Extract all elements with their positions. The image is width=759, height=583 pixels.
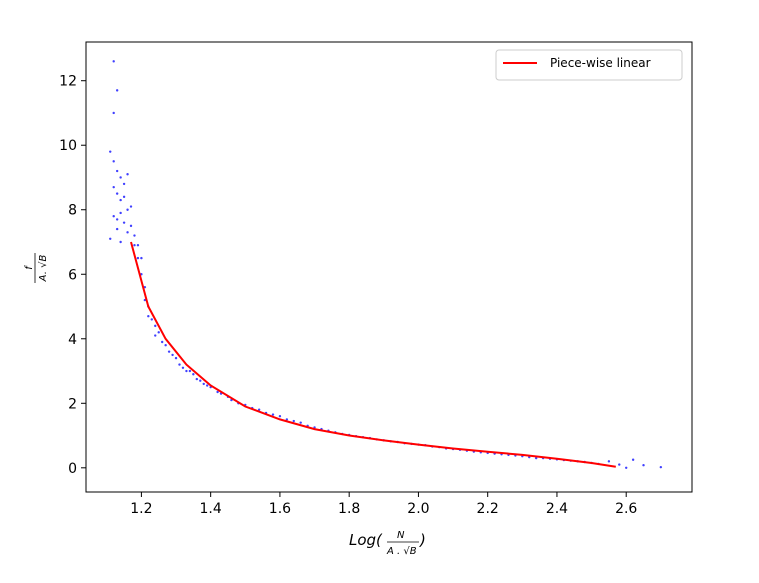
legend: Piece-wise linear [495, 49, 683, 81]
scatter-point [188, 369, 192, 373]
scatter-point [112, 214, 115, 218]
scatter-point [109, 237, 112, 240]
scatter-point [112, 111, 115, 115]
scatter-point [181, 366, 185, 370]
scatter-point [178, 363, 181, 366]
scatter-point [136, 256, 140, 260]
scatter-point [115, 169, 119, 173]
y-label-denominator: A. √B [38, 255, 49, 283]
scatter-point [299, 421, 302, 424]
scatter-point [257, 408, 261, 411]
scatter-point [206, 384, 209, 387]
scatter-point [171, 353, 174, 357]
scatter-point [112, 185, 115, 189]
plot-area [86, 42, 692, 492]
x-axis-label: Log( N A . √B ) [349, 530, 426, 557]
scatter-point [112, 160, 115, 163]
scatter-point [185, 369, 188, 373]
y-label-numerator: f [24, 265, 35, 270]
x-label-close: ) [419, 531, 426, 549]
scatter-point [625, 466, 628, 470]
scatter-point [122, 221, 126, 224]
scatter-point [659, 465, 663, 469]
x-tick-label: 2.6 [615, 501, 637, 517]
scatter-point [192, 373, 195, 376]
scatter-point [112, 60, 115, 63]
scatter-point [607, 460, 611, 463]
legend-box [495, 49, 683, 81]
scatter-point [150, 318, 153, 321]
scatter-point [129, 205, 133, 208]
scatter-point [154, 334, 157, 337]
scatter-point [292, 419, 295, 423]
scatter-point [109, 150, 112, 153]
piecewise-line-layer [130, 241, 616, 468]
x-axis-ticks: 1.2 1.4 1.6 1.8 2.0 2.2 2.4 2.6 [130, 492, 637, 517]
scatter-point [160, 340, 164, 344]
x-tick-label: 2.4 [546, 501, 568, 517]
scatter-point [126, 208, 129, 211]
scatter-point [119, 240, 122, 244]
y-tick-label: 6 [68, 267, 77, 283]
scatter-point [167, 350, 171, 353]
scatter-point [115, 192, 119, 195]
x-label-numerator: N [397, 530, 405, 541]
scatter-point [278, 414, 282, 418]
scatter-point [136, 244, 140, 247]
scatter-point [115, 218, 119, 221]
scatter-point [122, 195, 126, 199]
scatter-point [174, 356, 178, 360]
scatter-point [631, 458, 635, 461]
y-axis-ticks: 0 2 4 6 8 10 12 [59, 74, 86, 477]
plot-frame [85, 41, 693, 493]
y-tick-label: 12 [59, 74, 77, 90]
y-tick-label: 2 [68, 396, 77, 412]
scatter-point [129, 224, 133, 228]
scatter-point [115, 227, 119, 231]
scatter-point [202, 382, 205, 386]
x-label-log: Log( [349, 531, 383, 549]
scatter-point [115, 89, 119, 92]
x-tick-label: 1.4 [200, 501, 222, 517]
scatter-point [119, 198, 122, 202]
scatter-point [133, 234, 136, 237]
scatter-point [642, 464, 645, 467]
scatter-point [216, 390, 219, 394]
scatter-point [164, 344, 167, 347]
legend-label: Piece-wise linear [550, 56, 651, 70]
scatter-point [133, 244, 136, 247]
scatter-point [126, 231, 129, 234]
x-tick-label: 1.6 [269, 501, 291, 517]
scatter-point [157, 331, 160, 334]
scatter-point [147, 314, 150, 318]
scatter-point [119, 211, 122, 215]
y-tick-label: 8 [68, 203, 77, 219]
scatter-point [122, 182, 126, 186]
scatter-point [618, 463, 621, 466]
x-label-denominator: A . √B [386, 546, 417, 557]
x-tick-label: 2.2 [477, 501, 499, 517]
y-tick-label: 10 [59, 138, 77, 154]
scatter-point [195, 377, 199, 381]
scatter-point [140, 256, 143, 260]
x-tick-label: 1.8 [338, 501, 360, 517]
scatter-point [199, 379, 202, 382]
scatter-point [119, 176, 122, 179]
scatter-point [271, 413, 275, 416]
y-tick-label: 0 [68, 461, 77, 477]
scatter-point [285, 418, 289, 421]
scatter-point [126, 173, 129, 176]
y-tick-label: 4 [68, 332, 77, 348]
piecewise-linear-line [130, 241, 616, 468]
x-tick-label: 2.0 [407, 501, 429, 517]
x-tick-label: 1.2 [130, 501, 152, 517]
scatter-point [154, 324, 157, 328]
y-axis-label: f A. √B [24, 253, 49, 283]
